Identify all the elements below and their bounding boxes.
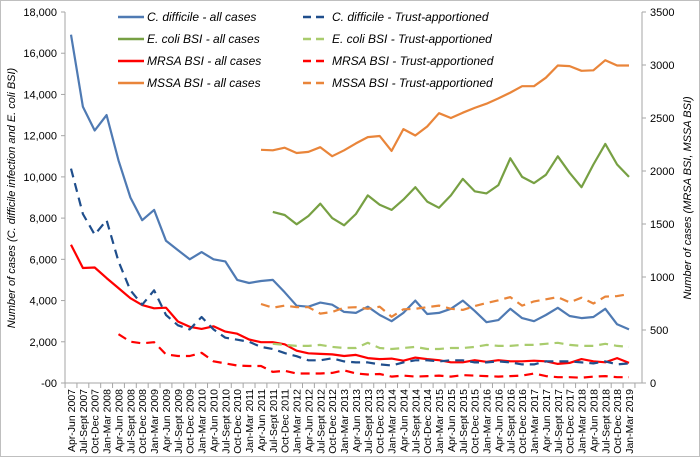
- legend: C. difficile - all cases E. coli BSI - al…: [118, 10, 494, 90]
- x-tick-label: Apr-Jun 2013: [351, 389, 363, 452]
- x-tick-label: Oct-Dec 2011: [280, 389, 292, 453]
- y-tick-label: 16,000: [23, 48, 57, 60]
- x-tick-label: Jul-Sept 2009: [173, 389, 185, 454]
- x-tick-label: Oct-Dec 2015: [470, 389, 482, 454]
- y-axis-label: Number of cases (C. difficile infection …: [6, 67, 18, 328]
- x-tick-label: Jul-Sept 2013: [363, 389, 375, 454]
- y2-tick-label: 3000: [650, 60, 674, 72]
- x-tick-label: Apr-Jun 2016: [493, 389, 505, 452]
- y-tick-label: 6,000: [29, 254, 57, 266]
- x-tick-label: Apr-Jun 2010: [208, 389, 220, 452]
- x-tick-label: Oct-Dec 2014: [422, 389, 434, 454]
- x-tick-label: Oct-Dec 2012: [327, 389, 339, 454]
- x-tick-label: Apr-Jun 2015: [446, 389, 458, 452]
- legend-label: MRSA BSI - all cases: [147, 54, 261, 68]
- x-tick-label: Oct-Dec 2017: [565, 389, 577, 454]
- x-tick-label: Jan-Mar 2011: [244, 389, 256, 453]
- y-tick-label: 18,000: [23, 7, 57, 19]
- x-tick-label: Jan-Mar 2008: [102, 389, 114, 454]
- legend-label: E. coli BSI - all cases: [147, 32, 260, 46]
- x-tick-label: Oct-Dec 2013: [375, 389, 387, 454]
- x-tick-label: Oct-Dec 2008: [137, 389, 149, 454]
- y2-tick-label: 2500: [650, 113, 674, 125]
- y2-tick-label: 0: [650, 378, 656, 390]
- x-tick-label: Jul-Sept 2011: [268, 389, 280, 453]
- x-tick-label: Jan-Mar 2019: [624, 389, 636, 454]
- x-tick-label: Apr-Jun 2018: [588, 389, 600, 452]
- x-tick-label: Jul-Sept 2012: [315, 389, 327, 454]
- y2-tick-label: 1500: [650, 219, 674, 231]
- y2-tick-label: 2000: [650, 166, 674, 178]
- x-tick-label: Jul-Sept 2016: [505, 389, 517, 454]
- x-tick-label: Jul-Sept 2007: [78, 389, 90, 454]
- y-tick-label: 12,000: [23, 131, 57, 143]
- x-tick-label: Apr-Jun 2012: [303, 389, 315, 452]
- legend-label: C. difficile - all cases: [147, 10, 256, 24]
- series-line-7: [119, 334, 630, 378]
- x-tick-label: Jan-Mar 2016: [482, 389, 494, 454]
- series-line-5: [71, 169, 629, 366]
- y2-tick-label: 3500: [650, 7, 674, 19]
- y2-axis-label: Number of cases (MRSA BSI, MSSA BSI): [682, 96, 694, 300]
- y-tick-label: 10,000: [23, 172, 57, 184]
- x-tick-label: Apr-Jun 2009: [161, 389, 173, 452]
- y-tick-label: 8,000: [29, 213, 57, 225]
- x-tick-label: Oct-Dec 2018: [612, 389, 624, 454]
- legend-label: MSSA BSI - all cases: [147, 76, 261, 90]
- x-tick-label: Oct-Dec 2016: [517, 389, 529, 454]
- series-line-2: [273, 144, 629, 225]
- x-tick-label: Jul-Sept 2008: [125, 389, 137, 454]
- x-tick-label: Jan-Mar 2012: [292, 389, 304, 454]
- legend-label: MSSA BSI - Trust-apportioned: [332, 76, 493, 90]
- y-tick-label: 2,000: [29, 337, 57, 349]
- x-tick-label: Apr-Jun 2011: [256, 389, 268, 451]
- legend-label: C. difficile - Trust-apportioned: [332, 10, 489, 24]
- x-tick-label: Jan-Mar 2018: [577, 389, 589, 454]
- x-tick-label: Apr-Jun 2017: [541, 389, 553, 452]
- x-tick-label: Oct-Dec 2010: [232, 389, 244, 454]
- y2-tick-label: 1000: [650, 272, 674, 284]
- x-tick-label: Jan-Mar 2009: [149, 389, 161, 454]
- y2-tick-label: 500: [650, 325, 668, 337]
- x-tick-label: Apr-Jun 2014: [398, 389, 410, 452]
- series-line-8: [261, 294, 629, 317]
- x-tick-label: Jan-Mar 2015: [434, 389, 446, 454]
- axes: -00 2,000 4,000 6,000 8,000 10,000 12,000 14,00…: [23, 7, 674, 454]
- legend-label: E. coli BSI - Trust-apportioned: [332, 32, 492, 46]
- x-tick-label: Jul-Sept 2014: [410, 389, 422, 454]
- x-tick-label: Jul-Sept 2017: [553, 389, 565, 454]
- x-tick-label: Apr-Jun 2008: [113, 389, 125, 452]
- x-tick-label: Oct-Dec 2009: [185, 389, 197, 454]
- y-tick-label: 4,000: [29, 296, 57, 308]
- y-tick-label: 14,000: [23, 89, 57, 101]
- y-tick-label: -00: [41, 378, 57, 390]
- series-line-3: [71, 245, 629, 364]
- legend-label: MRSA BSI - Trust-apportioned: [332, 54, 494, 68]
- series-line-4: [261, 60, 629, 156]
- x-tick-label: Jan-Mar 2017: [529, 389, 541, 454]
- x-tick-label: Jan-Mar 2014: [387, 389, 399, 454]
- x-tick-label: Apr-Jun 2007: [66, 389, 78, 452]
- x-tick-label: Jan-Mar 2013: [339, 389, 351, 454]
- x-tick-label: Oct-Dec 2007: [90, 389, 102, 454]
- x-tick-label: Jul-Sept 2015: [458, 389, 470, 454]
- x-tick-label: Jul-Sept 2018: [600, 389, 612, 454]
- series-line-6: [273, 343, 629, 349]
- x-tick-label: Jan-Mar 2010: [197, 389, 209, 454]
- x-tick-label: Jul-Sept 2010: [220, 389, 232, 454]
